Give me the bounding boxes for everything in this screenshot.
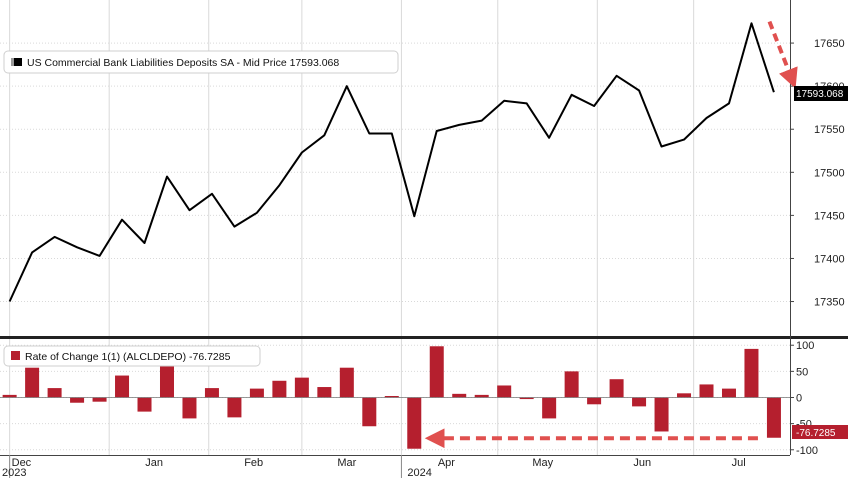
line-last-value-label: 17593.068 — [796, 89, 844, 100]
last-value-labels: 17593.068 -76.7285 — [792, 86, 848, 439]
roc-bar-33 — [744, 348, 759, 398]
roc-bar-5 — [115, 375, 130, 398]
bottom-legend-box — [3, 345, 261, 367]
xtick-year-1: 2024 — [407, 467, 431, 478]
roc-bar-24 — [542, 397, 557, 419]
roc-bar-20 — [452, 393, 467, 398]
roc-bar-21 — [474, 394, 489, 398]
roc-bar-0 — [2, 394, 17, 398]
roc-bar-1 — [25, 367, 40, 398]
xtick-year-0: 2023 — [2, 467, 26, 478]
roc-bar-31 — [699, 384, 714, 398]
roc-bar-27 — [609, 379, 624, 398]
roc-bar-3 — [70, 397, 85, 403]
roc-bar-15 — [339, 367, 354, 398]
roc-bar-12 — [272, 380, 287, 398]
xtick-month-4: Apr — [438, 457, 455, 469]
bottom-legend-label: Rate of Change 1(1) (ALCLDEPO) -76.7285 — [25, 351, 231, 363]
roc-bar-11 — [249, 388, 264, 398]
xtick-month-7: Jul — [732, 457, 746, 469]
roc-bar-25 — [564, 371, 579, 398]
roc-bar-13 — [294, 377, 309, 398]
bottom-ytick-label-3: 50 — [796, 366, 808, 378]
top-ytick-label-1: 17400 — [814, 253, 845, 265]
roc-bar-6 — [137, 397, 152, 412]
line-layer — [8, 22, 775, 302]
xtick-month-0: Dec — [12, 457, 32, 469]
bottom-legend-swatch — [11, 351, 20, 360]
grid-layer — [0, 0, 790, 455]
roc-bar-30 — [677, 393, 692, 398]
roc-bar-19 — [429, 346, 444, 398]
bottom-ytick-label-4: 100 — [796, 340, 814, 352]
top-ytick-label-2: 17450 — [814, 210, 845, 222]
bar-last-value-label: -76.7285 — [796, 428, 836, 439]
roc-bar-29 — [654, 397, 669, 432]
roc-bar-22 — [497, 385, 512, 398]
roc-bar-23 — [519, 397, 534, 400]
roc-bar-16 — [362, 397, 377, 427]
annotation-layer — [424, 20, 798, 449]
bars-layer — [0, 346, 790, 449]
legend-layer: US Commercial Bank Liabilities Deposits … — [3, 50, 399, 367]
roc-bar-17 — [384, 396, 399, 398]
roc-bar-18 — [407, 397, 422, 449]
xtick-month-1: Jan — [145, 457, 163, 469]
top-legend-box — [3, 50, 399, 74]
deposits-line — [8, 22, 775, 302]
roc-bar-2 — [47, 388, 62, 398]
roc-bar-10 — [227, 397, 242, 418]
xtick-month-2: Feb — [244, 457, 263, 469]
roc-bar-4 — [92, 397, 107, 402]
roc-bar-26 — [587, 397, 602, 405]
roc-bar-32 — [721, 388, 736, 398]
bottom-ytick-label-0: -100 — [796, 445, 818, 457]
top-ytick-label-0: 17350 — [814, 297, 845, 309]
roc-bar-7 — [159, 365, 174, 398]
roc-bar-8 — [182, 397, 197, 419]
roc-bar-28 — [632, 397, 647, 407]
bottom-ytick-label-2: 0 — [796, 393, 802, 405]
roc-bar-34 — [766, 397, 781, 438]
xtick-month-3: Mar — [337, 457, 356, 469]
top-legend-label: US Commercial Bank Liabilities Deposits … — [27, 57, 339, 69]
roc-bar-14 — [317, 387, 332, 398]
bar-last-value-box — [792, 425, 848, 439]
roc-bar-9 — [204, 388, 219, 398]
xtick-month-6: Jun — [633, 457, 651, 469]
line-last-value-box — [794, 86, 848, 101]
top-ytick-label-4: 17550 — [814, 124, 845, 136]
top-ytick-label-6: 17650 — [814, 38, 845, 50]
top-ytick-label-3: 17500 — [814, 167, 845, 179]
xtick-month-5: May — [532, 457, 553, 469]
top-legend-swatch — [14, 58, 22, 66]
top-down-arrow — [767, 20, 798, 89]
